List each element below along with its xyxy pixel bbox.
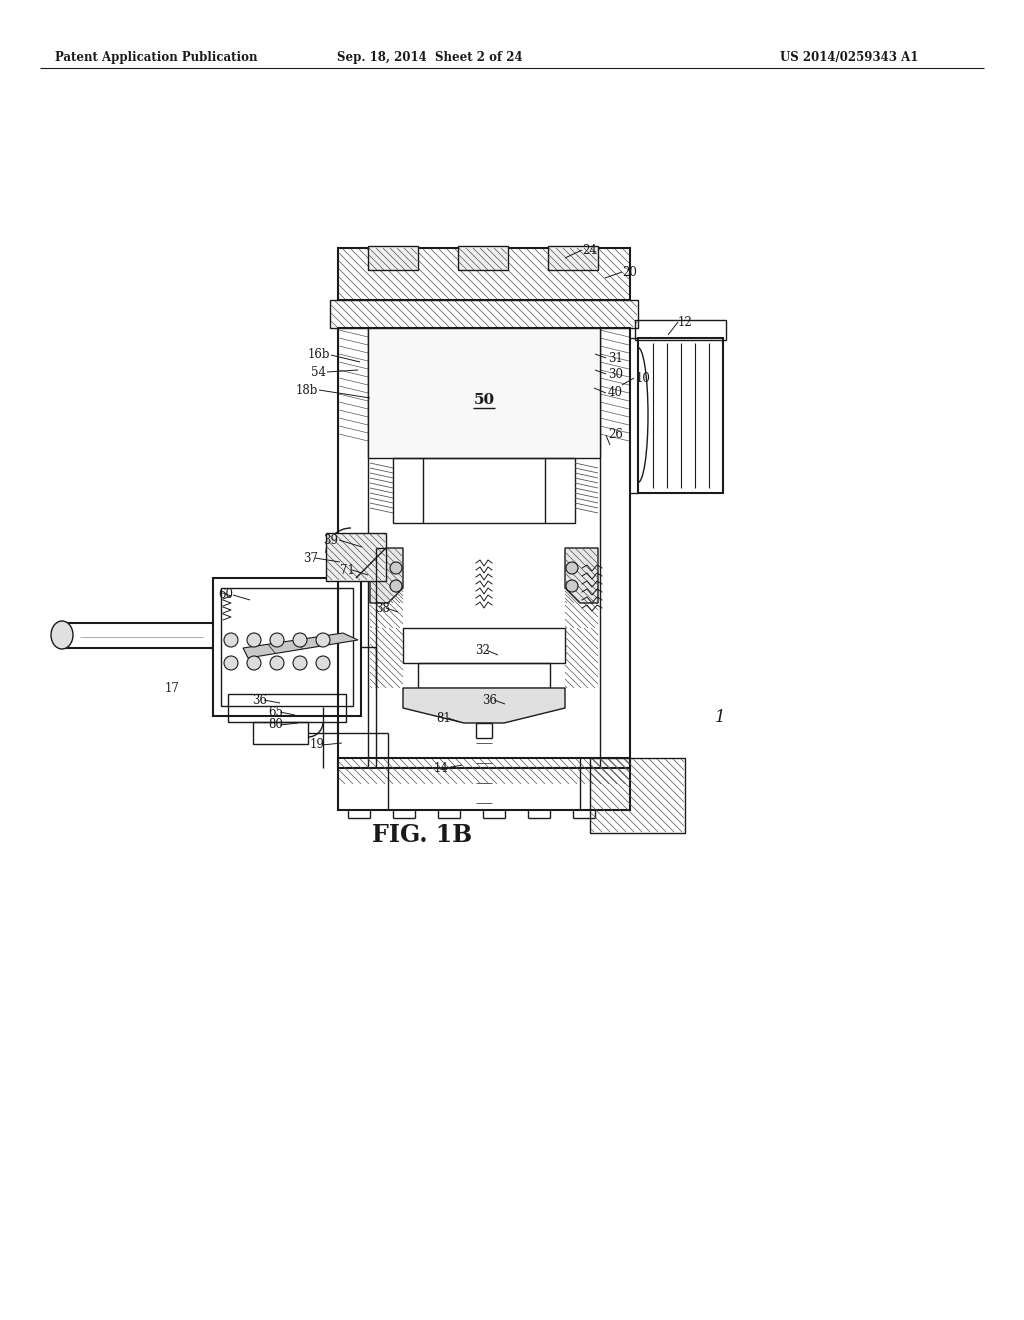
Text: 20: 20 <box>622 265 637 279</box>
Bar <box>330 300 638 327</box>
Bar <box>403 628 565 663</box>
Bar <box>338 248 630 300</box>
Bar <box>368 327 600 458</box>
Polygon shape <box>370 548 403 603</box>
Text: 39: 39 <box>323 533 338 546</box>
Circle shape <box>390 562 402 574</box>
Ellipse shape <box>51 620 73 649</box>
Text: 37: 37 <box>303 552 318 565</box>
Text: 26: 26 <box>608 429 623 441</box>
Bar <box>635 319 726 341</box>
Polygon shape <box>403 688 565 723</box>
Text: 50: 50 <box>473 393 495 407</box>
Circle shape <box>247 634 261 647</box>
Circle shape <box>293 634 307 647</box>
Text: 81: 81 <box>436 711 451 725</box>
Text: 14: 14 <box>434 762 449 775</box>
Circle shape <box>224 656 238 671</box>
Bar <box>368 246 418 271</box>
Text: 10: 10 <box>636 371 651 384</box>
Bar <box>326 533 386 581</box>
Text: 24: 24 <box>582 243 597 256</box>
Text: 60: 60 <box>218 589 233 602</box>
Polygon shape <box>243 634 358 657</box>
Text: US 2014/0259343 A1: US 2014/0259343 A1 <box>780 50 919 63</box>
Text: 38: 38 <box>375 602 390 615</box>
Text: 36: 36 <box>252 693 267 706</box>
Text: 80: 80 <box>268 718 283 731</box>
Circle shape <box>247 656 261 671</box>
Bar <box>338 327 630 768</box>
Bar <box>638 338 723 492</box>
Text: FIG. 1B: FIG. 1B <box>372 822 472 847</box>
Circle shape <box>566 562 578 574</box>
Circle shape <box>316 656 330 671</box>
Bar <box>393 458 575 523</box>
Bar <box>228 694 346 722</box>
Bar <box>253 722 308 744</box>
Text: 32: 32 <box>475 644 489 656</box>
Bar <box>590 758 685 833</box>
Text: 30: 30 <box>608 367 623 380</box>
Text: 65: 65 <box>268 705 283 718</box>
Circle shape <box>224 634 238 647</box>
Text: 71: 71 <box>340 564 355 577</box>
Bar <box>213 578 361 715</box>
Text: Sep. 18, 2014  Sheet 2 of 24: Sep. 18, 2014 Sheet 2 of 24 <box>337 50 523 63</box>
Circle shape <box>270 656 284 671</box>
Text: 16b: 16b <box>307 348 330 362</box>
Bar <box>548 246 598 271</box>
Bar <box>458 246 508 271</box>
Text: Patent Application Publication: Patent Application Publication <box>55 50 257 63</box>
Text: 19: 19 <box>310 738 325 751</box>
Text: 31: 31 <box>608 351 623 364</box>
Bar <box>418 663 550 688</box>
Circle shape <box>293 656 307 671</box>
Circle shape <box>316 634 330 647</box>
Bar <box>221 587 353 706</box>
Text: 1: 1 <box>715 710 726 726</box>
Text: 17: 17 <box>165 681 180 694</box>
Text: 18b: 18b <box>296 384 318 396</box>
Text: 54: 54 <box>311 366 326 379</box>
Bar <box>338 758 630 810</box>
Text: 36: 36 <box>482 693 497 706</box>
Circle shape <box>270 634 284 647</box>
Polygon shape <box>565 548 598 603</box>
Text: 40: 40 <box>608 387 623 400</box>
Circle shape <box>566 579 578 591</box>
Circle shape <box>390 579 402 591</box>
Text: 12: 12 <box>678 315 693 329</box>
